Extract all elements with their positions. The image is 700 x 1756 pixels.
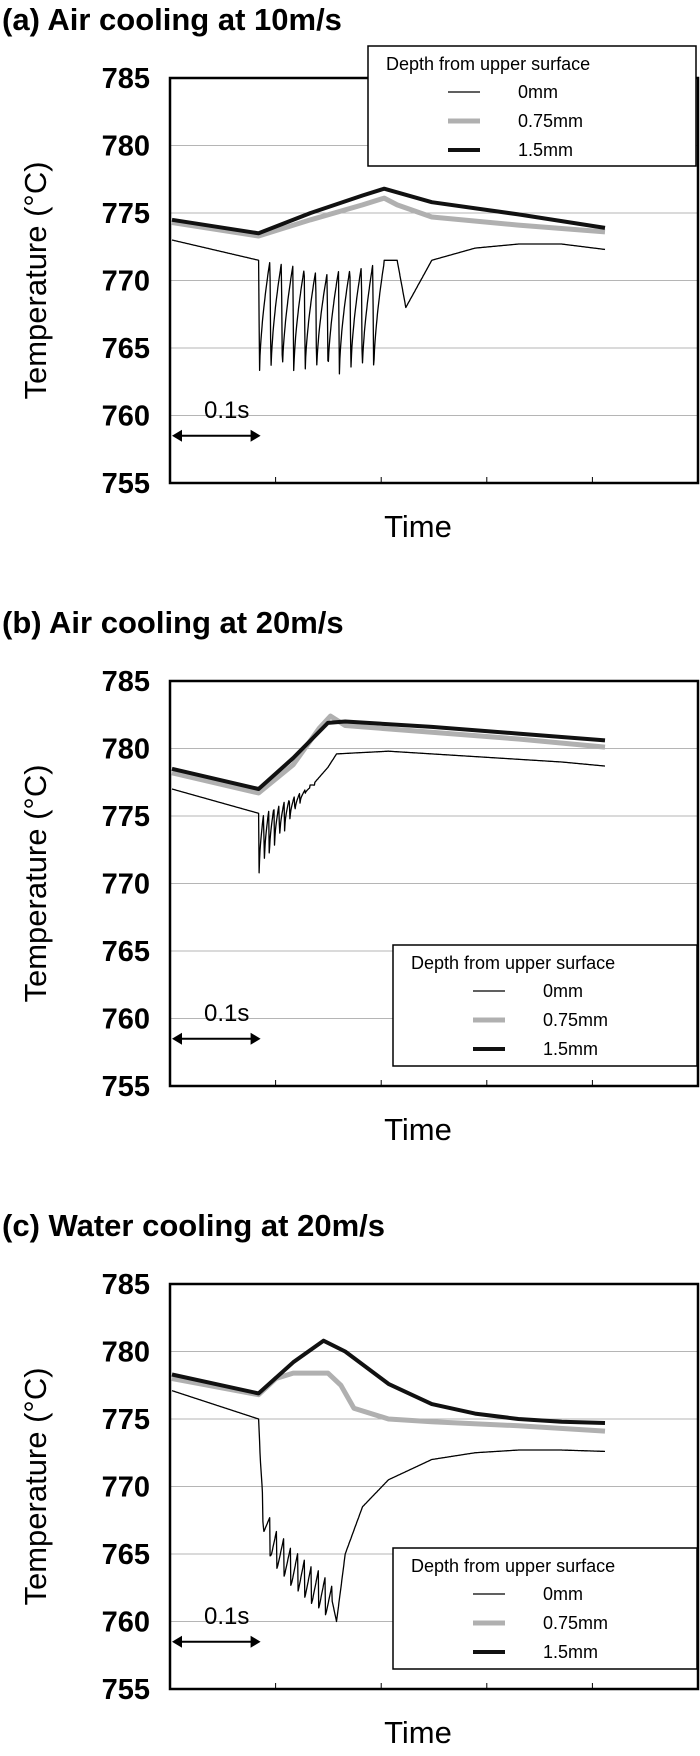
y-tick-label: 765 — [102, 333, 150, 365]
scale-bar-arrow-left — [172, 429, 182, 442]
legend-entry-label: 0mm — [543, 1584, 583, 1604]
x-axis-label: Time — [384, 509, 452, 544]
legend-box — [367, 45, 697, 167]
y-tick-label: 770 — [102, 266, 150, 298]
scale-bar-arrow-left — [172, 1032, 182, 1045]
plot-frame — [168, 1282, 700, 1691]
legend: Depth from upper surface 0mm 0.75mm 1.5mm — [367, 45, 697, 167]
y-tick-label: 755 — [102, 1071, 150, 1103]
chart-panel-1: (a) Air cooling at 10m/s 785 780 775 770 765 7… — [2, 2, 700, 544]
x-axis-label: Time — [384, 1112, 452, 1147]
y-tick-label: 775 — [102, 801, 150, 833]
plot-frame — [168, 679, 700, 1088]
scale-bar-label: 0.1s — [204, 397, 249, 424]
y-tick-label: 755 — [102, 468, 150, 500]
y-tick-label: 785 — [102, 63, 150, 95]
scale-bar-arrow-right — [250, 429, 261, 442]
y-tick-label: 775 — [102, 198, 150, 230]
y-tick-label: 770 — [102, 1472, 150, 1504]
y-tick-label: 765 — [102, 1539, 150, 1571]
scale-bar-label: 0.1s — [204, 1000, 249, 1027]
legend-entry-label: 0.75mm — [543, 1010, 608, 1030]
y-axis-label: Temperature (°C) — [18, 764, 53, 1002]
panel-title: (a) Air cooling at 10m/s — [2, 2, 342, 37]
y-tick-label: 780 — [102, 734, 150, 766]
y-axis-label: Temperature (°C) — [18, 1367, 53, 1605]
legend-entry-label: 0mm — [543, 981, 583, 1001]
legend-title: Depth from upper surface — [411, 1556, 615, 1576]
series-line-0mm — [171, 239, 606, 375]
series-line-1-5mm — [171, 719, 606, 791]
series-line-1-5mm — [171, 186, 606, 236]
legend-title: Depth from upper surface — [386, 54, 590, 74]
y-tick-label: 760 — [102, 1004, 150, 1036]
y-tick-label: 765 — [102, 936, 150, 968]
y-tick-label: 760 — [102, 401, 150, 433]
legend-entry-label: 1.5mm — [543, 1642, 598, 1662]
panel-title: (b) Air cooling at 20m/s — [2, 605, 344, 640]
y-tick-label: 770 — [102, 869, 150, 901]
y-tick-label: 780 — [102, 131, 150, 163]
scale-bar-arrow-left — [172, 1635, 182, 1648]
series-line-0-75mm — [171, 713, 606, 796]
scale-bar-label: 0.1s — [204, 1603, 249, 1630]
legend-entry-label: 1.5mm — [543, 1039, 598, 1059]
legend-entry-label: 0.75mm — [543, 1613, 608, 1633]
legend-entry-label: 0.75mm — [518, 111, 583, 131]
y-tick-label: 755 — [102, 1674, 150, 1706]
chart-panel-3: (c) Water cooling at 20m/s 785 780 775 770 76… — [2, 1208, 700, 1750]
series-line-1-5mm — [171, 1338, 606, 1425]
legend: Depth from upper surface 0mm 0.75mm 1.5mm — [392, 944, 698, 1067]
legend-title: Depth from upper surface — [411, 953, 615, 973]
scale-bar-arrow-right — [250, 1635, 261, 1648]
chart-panel-2: (b) Air cooling at 20m/s 785 780 775 770 765 7… — [2, 605, 700, 1147]
scale-bar-arrow-right — [250, 1032, 261, 1045]
y-tick-label: 775 — [102, 1404, 150, 1436]
y-tick-label: 780 — [102, 1337, 150, 1369]
y-tick-label: 760 — [102, 1607, 150, 1639]
y-tick-label: 785 — [102, 666, 150, 698]
legend-box — [392, 1547, 698, 1670]
legend-box — [392, 944, 698, 1067]
series-line-0mm — [171, 750, 606, 874]
legend-entry-label: 0mm — [518, 82, 558, 102]
series-line-0mm — [171, 1389, 606, 1623]
y-axis-label: Temperature (°C) — [18, 161, 53, 399]
x-axis-label: Time — [384, 1715, 452, 1750]
y-tick-label: 785 — [102, 1269, 150, 1301]
legend: Depth from upper surface 0mm 0.75mm 1.5mm — [392, 1547, 698, 1670]
panel-title: (c) Water cooling at 20m/s — [2, 1208, 385, 1243]
legend-entry-label: 1.5mm — [518, 140, 573, 160]
series-line-0-75mm — [171, 195, 606, 239]
